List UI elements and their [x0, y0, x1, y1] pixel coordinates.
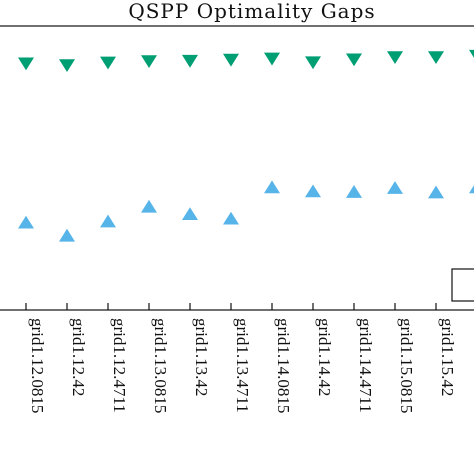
down-triangle-point	[387, 51, 403, 65]
legend-box	[451, 268, 474, 302]
down-triangle-point	[100, 56, 116, 70]
up-triangle-point	[182, 207, 198, 221]
down-triangle-point	[305, 56, 321, 70]
down-triangle-point	[223, 53, 239, 67]
up-triangle-point	[387, 181, 403, 194]
x-tick-label: grid1.12.4711	[110, 318, 129, 413]
down-triangle-point	[182, 54, 198, 68]
up-triangle-point	[223, 211, 239, 225]
x-tick-label: grid1.13.0815	[151, 318, 170, 413]
x-tick-label: grid1.15.42	[438, 318, 457, 396]
down-triangle-point	[469, 49, 474, 58]
up-triangle-point	[100, 214, 116, 228]
up-triangle-point	[18, 215, 34, 229]
up-triangle-point	[59, 228, 75, 242]
down-triangle-point	[59, 59, 75, 72]
down-triangle-point	[264, 52, 280, 66]
up-triangle-point	[141, 199, 157, 213]
chart-title: QSPP Optimality Gaps	[128, 0, 375, 23]
up-triangle-point	[469, 185, 474, 194]
x-tick-label: grid1.12.42	[69, 318, 88, 396]
x-tick-label: grid1.12.0815	[28, 318, 47, 413]
down-triangle-point	[428, 51, 444, 65]
x-tick-label: grid1.14.4711	[356, 318, 375, 413]
down-triangle-point	[346, 53, 362, 67]
x-axis-ticks	[25, 303, 437, 310]
plot-area-frame	[0, 25, 474, 311]
data-points	[18, 49, 474, 242]
down-triangle-point	[18, 57, 34, 71]
down-triangle-point	[141, 55, 157, 69]
up-triangle-point	[346, 185, 362, 198]
x-tick-label: grid1.15.0815	[397, 318, 416, 413]
x-tick-label: grid1.14.0815	[274, 318, 293, 413]
x-axis-tick-labels: grid1.12.0815 grid1.12.42 grid1.12.4711 gri…	[28, 318, 457, 413]
up-triangle-point	[305, 184, 321, 198]
x-tick-label: grid1.14.42	[315, 318, 334, 396]
up-triangle-point	[428, 185, 444, 199]
x-tick-label: grid1.13.42	[192, 318, 211, 396]
x-tick-label: grid1.13.4711	[233, 318, 252, 413]
up-triangle-point	[264, 180, 280, 194]
